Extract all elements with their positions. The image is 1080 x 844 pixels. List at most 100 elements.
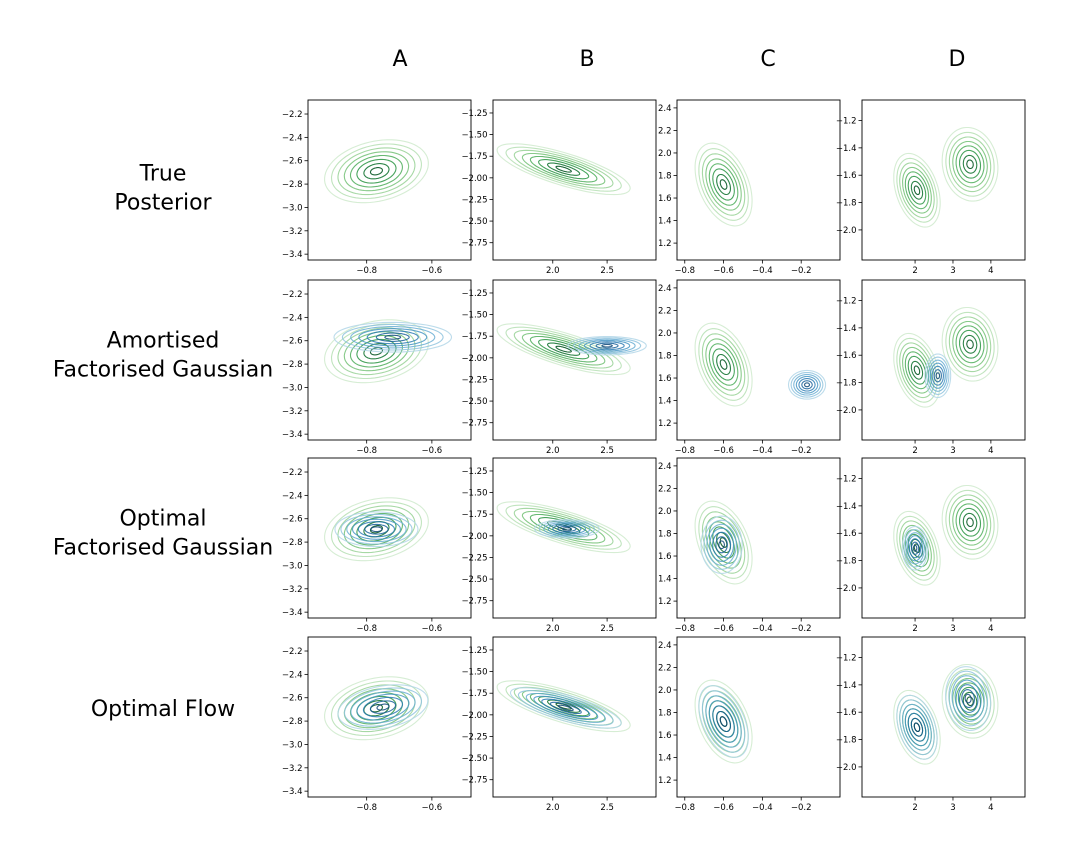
y-tick-label: −2.00 <box>461 354 487 364</box>
y-tick-label: 2.0 <box>658 686 672 696</box>
contour-line <box>712 168 735 201</box>
contour-line <box>543 521 591 537</box>
contour-line <box>343 687 423 727</box>
y-tick-label: −1.50 <box>461 131 487 141</box>
x-tick-label: −0.2 <box>791 803 812 813</box>
panel-d-optimal-fg: 2 3 4 −1.2 −1.4 −1.6 −1.8 −2.0 <box>836 457 1026 634</box>
contour-line <box>966 159 974 170</box>
y-tick-label: −1.8 <box>836 199 857 209</box>
contour-line <box>496 323 631 376</box>
panel-b-amortised-fg: 2.0 2.5 −1.25 −1.50 −1.75 −2.00 −2.25 −2.50 −2.7… <box>461 279 657 456</box>
y-tick-label: −2.4 <box>282 670 303 680</box>
y-tick-label: −1.8 <box>836 379 857 389</box>
contour-line <box>356 158 397 184</box>
contour-line <box>910 717 924 737</box>
contour-line <box>595 342 619 349</box>
x-tick-label: 3 <box>950 624 955 634</box>
panel-c-optimal-flow: −0.8 −0.6 −0.4 −0.2 1.2 1.4 1.6 1.8 2.0 2.2 2.4 <box>658 636 841 813</box>
contour-line <box>351 518 401 540</box>
contour-line <box>583 339 631 352</box>
contour-line <box>908 538 922 559</box>
y-tick-label: −2.00 <box>461 532 487 542</box>
contour-line <box>701 333 746 396</box>
contour-line <box>324 319 429 384</box>
y-tick-label: 2.4 <box>658 104 672 114</box>
x-tick-label: 2 <box>912 266 917 276</box>
contour-line <box>525 692 606 723</box>
contour-line <box>363 163 390 180</box>
contour-line <box>962 691 978 711</box>
x-tick-label: 3 <box>950 446 955 456</box>
panel-c-optimal-fg: −0.8 −0.6 −0.4 −0.2 1.2 1.4 1.6 1.8 2.0 2.2 2.4 <box>658 457 841 634</box>
contours <box>694 322 827 407</box>
contour-line <box>330 501 422 558</box>
contours <box>324 676 429 741</box>
contour-line <box>896 694 938 760</box>
contour-line <box>369 700 397 714</box>
y-tick-label: 1.4 <box>658 754 672 764</box>
column-label-c: C <box>760 47 775 72</box>
contour-line <box>337 505 416 554</box>
contour-line <box>369 167 383 176</box>
contour-line <box>910 541 920 555</box>
contour-line <box>341 323 444 351</box>
x-tick-label: −0.4 <box>752 446 773 456</box>
y-tick-label: 1.4 <box>658 397 672 407</box>
contours <box>496 143 631 196</box>
y-tick-label: 1.8 <box>658 351 672 361</box>
contour-line <box>945 131 995 197</box>
contour-line <box>962 334 978 354</box>
contour-line <box>902 166 932 214</box>
x-tick-label: −0.2 <box>791 266 812 276</box>
y-tick-label: −1.4 <box>836 144 857 154</box>
contour-line <box>698 685 749 758</box>
contour-line <box>893 332 941 408</box>
contour-line <box>893 689 941 765</box>
contour-line <box>350 690 416 724</box>
column-label-d: D <box>949 47 966 72</box>
contours <box>496 680 631 733</box>
contour-line <box>899 520 935 577</box>
contour-line <box>893 152 941 228</box>
contour-line <box>521 152 606 186</box>
y-tick-label: −1.2 <box>836 117 857 127</box>
contour-line <box>929 362 946 389</box>
x-tick-label: −0.8 <box>356 803 377 813</box>
contour-line <box>955 325 985 364</box>
contour-line <box>496 680 631 733</box>
contour-line <box>356 338 397 364</box>
contour-line <box>547 523 587 535</box>
panel-d-optimal-flow: 2 3 4 −1.2 −1.4 −1.6 −1.8 −2.0 <box>836 636 1026 813</box>
contour-line <box>716 353 732 376</box>
panel-b-true: 2.0 2.5 −1.25 −1.50 −1.75 −2.00 −2.25 −2.50 −2.7… <box>461 99 657 276</box>
y-tick-label: −3.2 <box>282 585 303 595</box>
contour-line <box>962 154 978 174</box>
contour-line <box>349 154 403 188</box>
contour-line <box>952 140 988 188</box>
y-tick-label: 1.8 <box>658 171 672 181</box>
contour-line <box>948 494 992 551</box>
y-tick-label: −2.2 <box>282 647 303 657</box>
y-tick-label: −3.0 <box>282 383 303 393</box>
contour-line <box>901 525 929 571</box>
contour-line <box>948 136 992 193</box>
contour-line <box>701 153 746 216</box>
y-tick-label: −2.50 <box>461 754 487 764</box>
contours <box>324 497 429 562</box>
contours <box>694 679 753 764</box>
contour-line <box>798 378 816 392</box>
y-tick-label: −2.75 <box>461 597 487 607</box>
x-tick-label: 2.5 <box>600 266 614 276</box>
y-tick-label: −1.2 <box>836 654 857 664</box>
contour-line <box>935 372 941 380</box>
contour-line <box>933 369 942 383</box>
y-tick-label: −1.6 <box>836 351 857 361</box>
contour-line <box>795 375 819 394</box>
row-label-line: Factorised Gaussian <box>53 358 273 383</box>
contour-line <box>962 512 978 532</box>
contour-line <box>701 690 746 753</box>
y-tick-label: −1.50 <box>461 489 487 499</box>
contour-line <box>356 693 410 721</box>
contour-line <box>902 703 932 751</box>
contour-line <box>945 489 995 555</box>
